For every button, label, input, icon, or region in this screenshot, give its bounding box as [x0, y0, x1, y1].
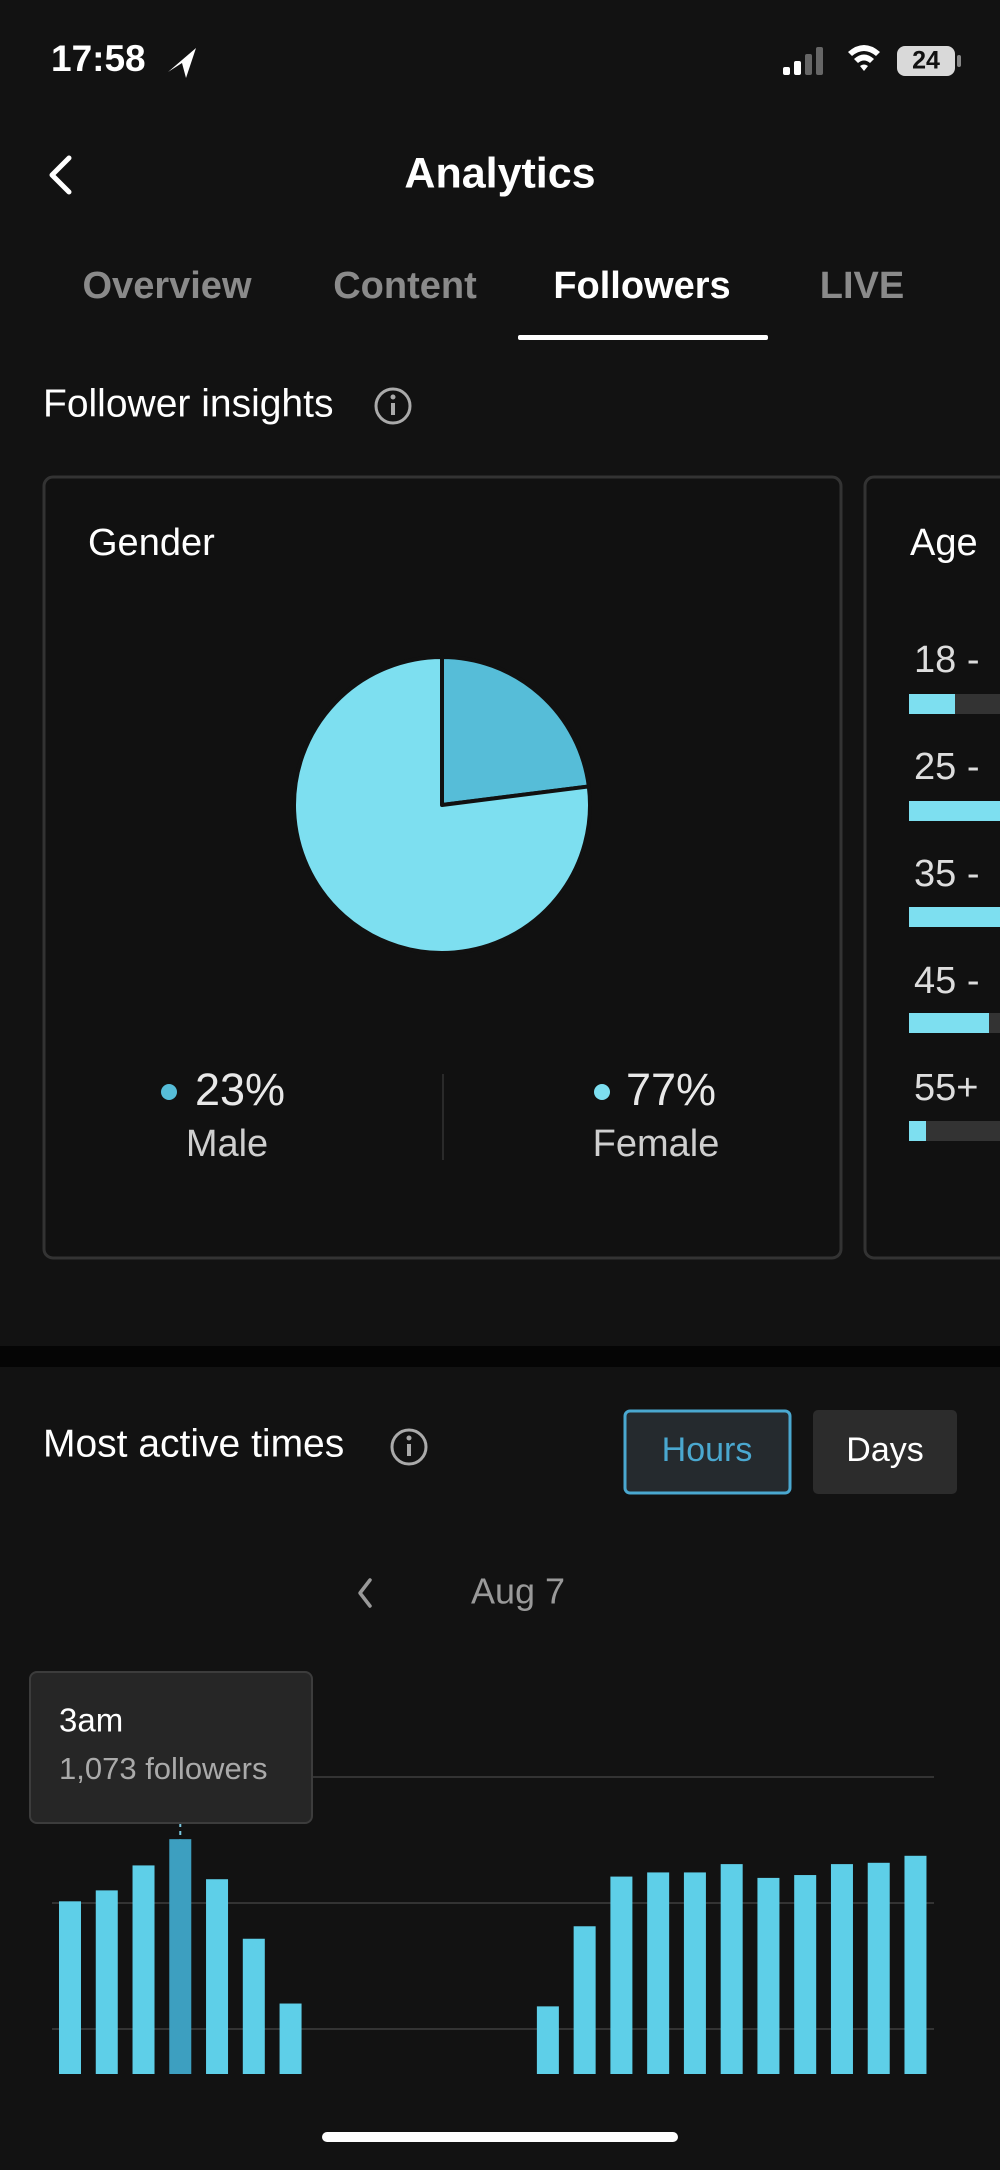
bar [59, 1901, 81, 2074]
bar [683, 1872, 706, 2074]
legend-dot [594, 1084, 610, 1100]
bar [794, 1875, 817, 2074]
age-label: 55+ [914, 1067, 978, 1109]
tab-active[interactable]: Followers [553, 265, 730, 307]
legend-label: Female [593, 1123, 720, 1165]
age-fill [909, 1121, 926, 1141]
wifi-icon [848, 45, 880, 71]
bar [720, 1864, 743, 2074]
hours-button-label[interactable]: Hours [662, 1431, 753, 1469]
info-icon[interactable] [374, 387, 412, 425]
tab[interactable]: LIVE [820, 265, 904, 307]
bar [95, 1890, 118, 2074]
bar [536, 2006, 559, 2074]
bar [206, 1879, 229, 2074]
tooltip [29, 1671, 313, 1824]
home-indicator [322, 2132, 678, 2142]
tab[interactable]: Content [333, 265, 477, 307]
days-button[interactable] [813, 1410, 957, 1494]
age-fill [909, 801, 1000, 821]
date-label: Aug 7 [471, 1571, 565, 1612]
bar [242, 1938, 265, 2074]
bar [169, 1839, 192, 2074]
section-title: Follower insights [43, 382, 333, 425]
legend-value: 23% [195, 1064, 285, 1115]
page-title: Analytics [404, 149, 595, 197]
signal-icon [783, 47, 823, 75]
battery-level: 24 [912, 47, 940, 75]
age-label: 18 - [914, 639, 979, 681]
bar [867, 1862, 890, 2074]
legend-label: Male [186, 1123, 268, 1165]
age-fill [909, 694, 955, 714]
battery [897, 46, 955, 76]
bar [132, 1865, 155, 2074]
days-button-label[interactable]: Days [846, 1431, 923, 1469]
age-bars: 18 - 25 - 35 - 45 - 55+ [909, 639, 1000, 1141]
back-button[interactable] [49, 155, 72, 195]
bar [830, 1864, 853, 2074]
pie-slice [292, 655, 592, 955]
age-card [863, 475, 1000, 1260]
section-title: Most active times [43, 1422, 344, 1465]
pie-slice [440, 655, 591, 807]
tab[interactable]: Overview [83, 265, 252, 307]
status-time: 17:58 [51, 38, 146, 79]
section-separator [0, 1346, 1000, 1367]
age-label: 25 - [914, 746, 979, 788]
bar [904, 1855, 927, 2074]
card-title: Age [910, 522, 978, 564]
bar [757, 1877, 780, 2074]
info-icon[interactable] [390, 1428, 428, 1466]
age-label: 35 - [914, 853, 979, 895]
bar [573, 1926, 596, 2074]
location-icon [168, 48, 196, 78]
bar-chart [59, 1823, 927, 2074]
card-title: Gender [88, 522, 215, 564]
legend-value: 77% [626, 1064, 716, 1115]
age-label: 45 - [914, 960, 979, 1002]
legend-dot [161, 1084, 177, 1100]
bar [647, 1872, 670, 2074]
tab-indicator [518, 335, 768, 340]
pie-chart [292, 655, 592, 955]
prev-date[interactable] [358, 1578, 372, 1608]
age-fill [909, 1013, 989, 1033]
age-track [909, 1121, 1000, 1141]
tooltip-text: 1,073 followers [59, 1751, 268, 1786]
tooltip-title: 3am [59, 1702, 123, 1739]
bar [279, 2003, 302, 2074]
bar [610, 1876, 633, 2074]
age-fill [909, 907, 1000, 927]
battery-tip [957, 55, 961, 67]
hours-button[interactable] [623, 1409, 792, 1495]
